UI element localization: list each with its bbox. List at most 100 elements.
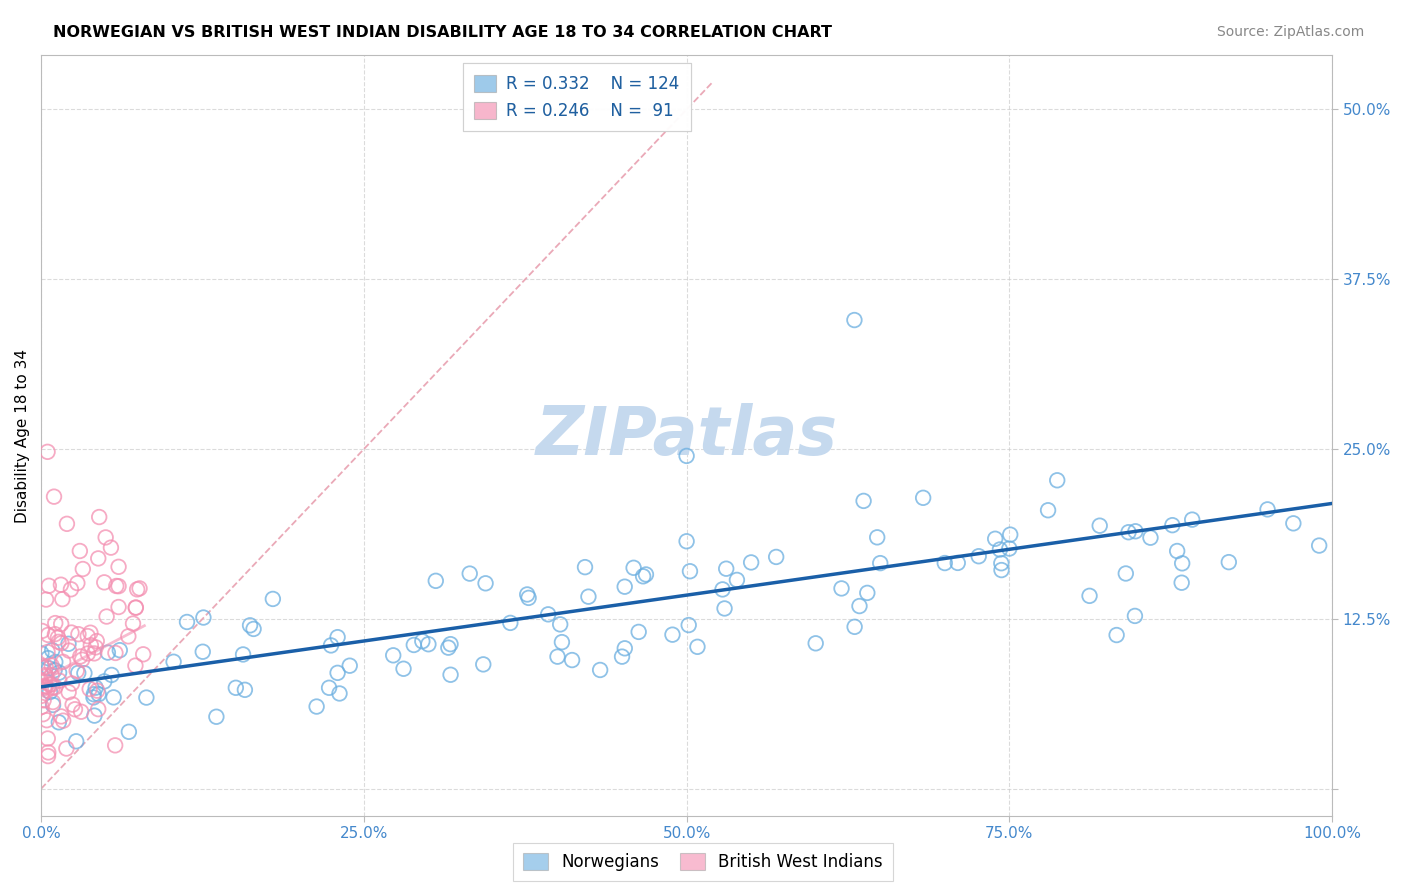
Point bbox=[60, 625, 83, 640]
Point bbox=[32, 707, 55, 722]
Point bbox=[1282, 516, 1305, 531]
Point bbox=[242, 622, 264, 636]
Point bbox=[44, 616, 66, 631]
Point bbox=[339, 658, 361, 673]
Point bbox=[44, 680, 66, 694]
Point bbox=[866, 530, 889, 544]
Point bbox=[239, 618, 262, 632]
Point bbox=[107, 600, 129, 615]
Point bbox=[547, 649, 569, 664]
Point bbox=[124, 658, 146, 673]
Point bbox=[262, 591, 284, 606]
Point bbox=[69, 544, 91, 558]
Point bbox=[1105, 628, 1128, 642]
Point bbox=[661, 628, 683, 642]
Point bbox=[458, 566, 481, 581]
Point bbox=[48, 715, 70, 730]
Point bbox=[1078, 589, 1101, 603]
Point bbox=[988, 542, 1011, 557]
Point bbox=[328, 686, 350, 700]
Point bbox=[1170, 575, 1192, 590]
Point bbox=[39, 685, 62, 699]
Point bbox=[83, 690, 105, 705]
Point bbox=[1123, 608, 1146, 623]
Point bbox=[32, 661, 55, 675]
Point bbox=[48, 635, 70, 649]
Point bbox=[105, 579, 128, 593]
Point bbox=[162, 655, 184, 669]
Point bbox=[41, 643, 63, 657]
Point bbox=[225, 681, 247, 695]
Legend: Norwegians, British West Indians: Norwegians, British West Indians bbox=[513, 843, 893, 881]
Point bbox=[44, 627, 66, 641]
Point bbox=[627, 624, 650, 639]
Point bbox=[574, 560, 596, 574]
Point bbox=[34, 681, 56, 695]
Point bbox=[472, 657, 495, 672]
Point bbox=[35, 669, 58, 683]
Point bbox=[100, 541, 122, 555]
Text: Source: ZipAtlas.com: Source: ZipAtlas.com bbox=[1216, 25, 1364, 39]
Point bbox=[578, 590, 600, 604]
Point bbox=[66, 576, 89, 591]
Point bbox=[30, 659, 52, 673]
Point bbox=[58, 637, 80, 651]
Point bbox=[104, 646, 127, 660]
Point bbox=[76, 629, 98, 643]
Point bbox=[678, 618, 700, 632]
Point bbox=[49, 709, 72, 723]
Point bbox=[411, 634, 433, 648]
Point bbox=[934, 556, 956, 570]
Point bbox=[94, 530, 117, 544]
Point bbox=[326, 665, 349, 680]
Point bbox=[44, 655, 66, 669]
Point bbox=[831, 582, 853, 596]
Point bbox=[35, 713, 58, 727]
Text: NORWEGIAN VS BRITISH WEST INDIAN DISABILITY AGE 18 TO 34 CORRELATION CHART: NORWEGIAN VS BRITISH WEST INDIAN DISABIL… bbox=[53, 25, 832, 40]
Point bbox=[31, 699, 53, 714]
Point bbox=[87, 702, 110, 716]
Point bbox=[613, 580, 636, 594]
Point bbox=[437, 640, 460, 655]
Point bbox=[51, 636, 73, 650]
Point bbox=[58, 643, 80, 657]
Point bbox=[41, 658, 63, 673]
Point bbox=[1218, 555, 1240, 569]
Point bbox=[499, 615, 522, 630]
Point bbox=[193, 610, 215, 624]
Point bbox=[1171, 557, 1194, 571]
Point bbox=[548, 617, 571, 632]
Point bbox=[84, 640, 107, 655]
Point bbox=[63, 702, 86, 716]
Point bbox=[38, 661, 60, 675]
Point bbox=[634, 567, 657, 582]
Point bbox=[439, 667, 461, 681]
Point bbox=[56, 516, 79, 531]
Point bbox=[37, 749, 59, 764]
Point bbox=[176, 615, 198, 629]
Point bbox=[402, 638, 425, 652]
Point bbox=[32, 693, 55, 707]
Point bbox=[1125, 524, 1147, 539]
Point bbox=[34, 668, 56, 682]
Point bbox=[38, 677, 60, 691]
Point bbox=[59, 582, 82, 597]
Point bbox=[107, 579, 129, 593]
Point bbox=[96, 609, 118, 624]
Point bbox=[37, 731, 59, 746]
Point bbox=[51, 616, 73, 631]
Point bbox=[1036, 503, 1059, 517]
Point bbox=[38, 579, 60, 593]
Point bbox=[55, 741, 77, 756]
Point bbox=[1000, 527, 1022, 541]
Point bbox=[1308, 539, 1330, 553]
Point bbox=[41, 668, 63, 682]
Point bbox=[41, 677, 63, 691]
Point bbox=[319, 639, 342, 653]
Point bbox=[93, 674, 115, 689]
Point bbox=[100, 668, 122, 682]
Point bbox=[713, 601, 735, 615]
Point bbox=[31, 624, 53, 638]
Point bbox=[516, 587, 538, 601]
Point bbox=[67, 627, 90, 641]
